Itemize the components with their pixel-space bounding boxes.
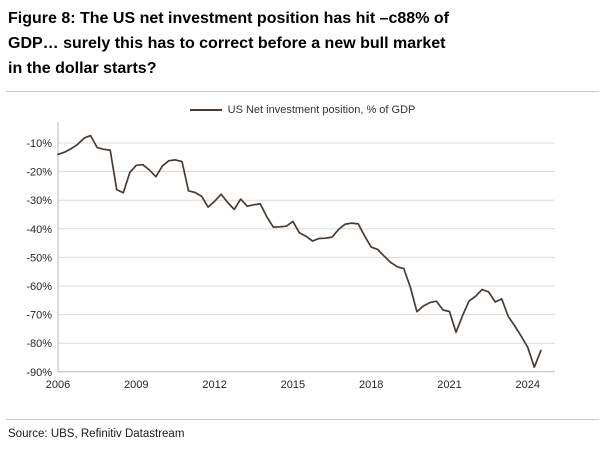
series-line-us-net-investment-position [57, 134, 542, 369]
y-axis-tick-label: -30% [26, 195, 52, 207]
figure-title-line-3: in the dollar starts? [8, 60, 157, 77]
line-chart-svg: -10% -20% -30% -40% -50% -60% -70% -80% -90%2006… [26, 122, 555, 391]
x-axis-tick-label: 2021 [437, 379, 461, 391]
x-axis-tick-label: 2015 [281, 379, 305, 391]
figure-title-line-1: Figure 8: The US net investment position… [8, 10, 449, 27]
y-axis-tick-label: -70% [26, 310, 52, 322]
source-note: Source: UBS, Refinitiv Datastream [8, 428, 185, 440]
x-axis-tick-label: 2009 [124, 379, 148, 391]
x-axis-tick-label: 2006 [46, 379, 70, 391]
y-axis-tick-label: -80% [26, 338, 52, 350]
y-axis-tick-label: -20% [26, 167, 52, 179]
y-axis-tick-label: -50% [26, 252, 52, 264]
x-axis-tick-label: 2012 [202, 379, 226, 391]
title-divider [6, 91, 599, 92]
figure-title: Figure 8: The US net investment position… [8, 6, 600, 81]
chart-legend: US Net investment position, % of GDP [0, 104, 605, 116]
chart-plot: -10% -20% -30% -40% -50% -60% -70% -80% -90% 2006… [0, 118, 605, 410]
y-axis-tick-label: -60% [26, 281, 52, 293]
y-axis-tick-label: -90% [26, 367, 52, 379]
x-axis-tick-label: 2024 [516, 379, 540, 391]
y-axis-tick-label: -40% [26, 224, 52, 236]
figure-title-line-2: GDP… surely this has to correct before a… [8, 35, 446, 52]
legend-label: US Net investment position, % of GDP [227, 104, 416, 116]
y-axis-tick-label: -10% [26, 138, 52, 150]
legend-line-swatch [189, 109, 222, 111]
x-axis-tick-label: 2018 [359, 379, 383, 391]
footer-divider [6, 419, 599, 420]
